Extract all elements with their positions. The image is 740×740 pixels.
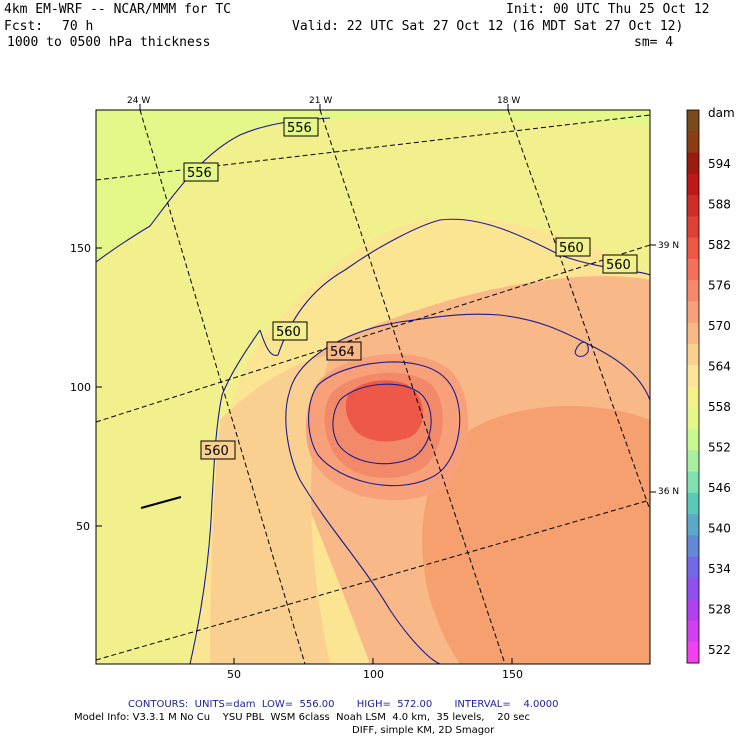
colorbar-swatch — [687, 343, 699, 366]
colorbar-swatch — [687, 237, 699, 260]
valid-time: Valid: 22 UTC Sat 27 Oct 12 (16 MDT Sat … — [292, 19, 684, 34]
contour-bump — [574, 341, 589, 358]
axis-ticks — [96, 104, 656, 664]
contour-label: 556 — [187, 166, 212, 181]
lon-label-21w: 21 W — [309, 96, 332, 106]
colorbar-swatch — [687, 386, 699, 409]
colorbar-level-label: 558 — [708, 400, 731, 414]
colorbar-swatch — [687, 322, 699, 345]
lon-label-18w: 18 W — [497, 96, 520, 106]
shaded-thickness — [96, 110, 650, 664]
colorbar-swatch — [687, 301, 699, 324]
colorbar-level-label: 552 — [708, 441, 731, 455]
colorbar-level-label: 570 — [708, 319, 731, 333]
y-tick-150: 150 — [70, 242, 91, 255]
contour-label: 560 — [606, 258, 631, 273]
colorbar: dam 594 588 582 576 570 564 558 552 546 540 534 528… — [686, 106, 735, 664]
colorbar-swatch — [687, 577, 699, 600]
x-tick-50: 50 — [227, 668, 241, 681]
colorbar-swatch — [687, 620, 699, 643]
contour-560 — [259, 218, 650, 356]
contour-572 — [332, 383, 432, 465]
colorbar-swatch — [687, 471, 699, 494]
contour-label: 556 — [287, 121, 312, 136]
colorbar-level-label: 528 — [708, 603, 731, 617]
colorbar-swatch — [687, 258, 699, 281]
colorbar-swatch — [687, 173, 699, 196]
model-info-diff: DIFF, simple KM, 2D Smagor — [352, 725, 495, 736]
colorbar-swatch — [687, 152, 699, 175]
contour-560-west — [189, 329, 261, 664]
colorbar-swatch — [687, 280, 699, 302]
colorbar-swatch — [687, 514, 699, 536]
colorbar-swatch — [687, 641, 699, 664]
colorbar-level-label: 534 — [708, 562, 731, 576]
colorbar-swatch — [687, 535, 699, 558]
lon-label-24w: 24 W — [127, 96, 150, 106]
colorbar-level-label: 594 — [708, 157, 731, 171]
y-tick-100: 100 — [70, 381, 91, 394]
colorbar-level-label: 522 — [708, 643, 731, 657]
colorbar-swatch — [687, 407, 699, 430]
colorbar-swatch — [687, 131, 699, 154]
lat-label-36n: 36 N — [658, 487, 679, 497]
colorbar-unit: dam — [708, 106, 735, 120]
contour-label: 560 — [204, 444, 229, 459]
init-time: Init: 00 UTC Thu 25 Oct 12 — [506, 2, 710, 17]
colorbar-level-label: 588 — [708, 198, 731, 212]
colorbar-swatch — [687, 450, 699, 473]
x-tick-100: 100 — [363, 668, 384, 681]
colorbar-swatch — [687, 429, 699, 451]
x-tick-150: 150 — [502, 668, 523, 681]
colorbar-swatch — [687, 195, 699, 217]
wind-barb — [140, 496, 182, 509]
colorbar-level-label: 564 — [708, 360, 731, 374]
smoothing-value: sm= 4 — [634, 35, 674, 50]
contour-568 — [308, 361, 461, 487]
forecast-label: Fcst: — [4, 19, 44, 34]
colorbar-swatch — [687, 216, 699, 239]
forecast-hours: 70 h — [62, 19, 94, 34]
contour-label-group: 556 556 560 560 560 560 564 — [183, 117, 638, 460]
colorbar-swatch — [687, 599, 699, 621]
contour-label: 560 — [276, 325, 301, 340]
colorbar-level-label: 546 — [708, 481, 731, 495]
lat-label-39n: 39 N — [658, 241, 679, 251]
colorbar-level-label: 582 — [708, 238, 731, 252]
contour-info: CONTOURS: UNITS=dam LOW= 556.00 HIGH= 57… — [128, 699, 559, 710]
colorbar-level-label: 576 — [708, 279, 731, 293]
y-tick-50: 50 — [76, 520, 90, 533]
colorbar-level-label: 540 — [708, 522, 731, 536]
model-title: 4km EM-WRF -- NCAR/MMM for TC — [4, 2, 231, 17]
field-name: 1000 to 0500 hPa thickness — [7, 35, 211, 50]
colorbar-swatch — [687, 365, 699, 387]
colorbar-swatch — [687, 492, 699, 515]
colorbar-swatch — [687, 556, 699, 579]
model-info: Model Info: V3.3.1 M No Cu YSU PBL WSM 6… — [74, 712, 530, 723]
contour-label: 564 — [330, 345, 355, 360]
colorbar-swatch — [687, 110, 699, 132]
contour-label: 560 — [559, 241, 584, 256]
